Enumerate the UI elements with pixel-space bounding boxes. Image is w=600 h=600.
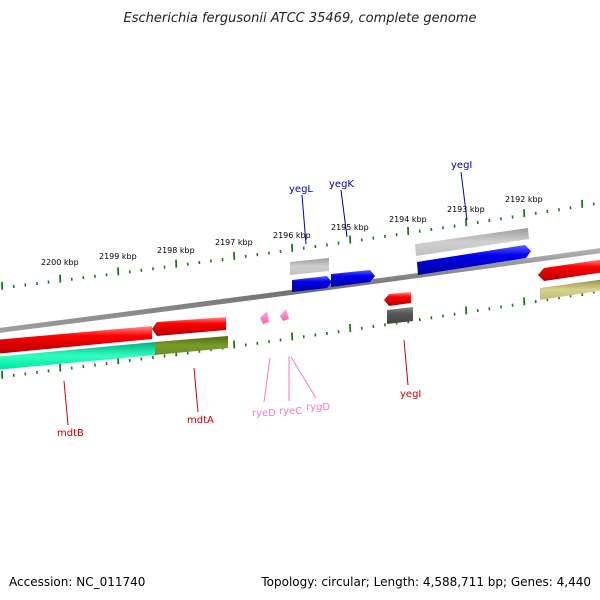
ruler-label-2198: 2198 kbp [157,246,195,255]
genome-summary-text: Topology: circular; Length: 4,588,711 bp… [260,575,591,589]
ruler-label-2200: 2200 kbp [41,258,79,267]
gene-label-yegL[interactable]: yegL [289,184,313,195]
gene-label-ryeC[interactable]: ryeC [279,406,302,417]
mdtB-leader [63,380,69,426]
rygD-leader [290,356,317,399]
yegI-gray-feature[interactable] [415,228,529,256]
mdtB-teal-feature[interactable] [0,342,155,370]
yegK-leader [340,189,348,238]
bottom-strand-features [0,292,413,370]
yegL-gray-feature[interactable] [290,258,329,275]
mdtB-cds-arrow[interactable] [0,326,152,354]
yegI-cds-arrow[interactable] [417,245,531,275]
accession-text: Accession: NC_011740 [9,575,145,589]
map-title: Escherichia fergusonii ATCC 35469, compl… [124,11,477,26]
mdtA-leader [193,367,199,413]
yegI-top-leader [460,171,468,221]
backbone [0,248,600,333]
mdtA-olive-feature[interactable] [155,336,228,355]
label-leaders [63,171,468,426]
yegI-bottom-dark-feature[interactable] [387,307,413,324]
ruler-label-2197: 2197 kbp [215,238,253,247]
gene-label-mdtA[interactable]: mdtA [187,415,214,426]
ruler-label-2195: 2195 kbp [331,223,369,232]
gene-labels: yegL yegK yegI mdtB mdtA ryeD ryeC rygD … [57,160,472,439]
gene-label-mdtB[interactable]: mdtB [57,428,84,439]
ryeC-rna-feature[interactable] [280,309,289,321]
ruler-label-2199: 2199 kbp [99,252,137,261]
right-khaki-feature[interactable] [540,279,600,300]
yegL-leader [301,194,307,245]
gene-label-ryeD[interactable]: ryeD [252,408,276,419]
ryeD-leader [263,357,271,403]
yegL-cds-arrow[interactable] [292,276,332,292]
ruler-label-2194: 2194 kbp [389,215,427,224]
ryeD-rna-feature[interactable] [260,311,269,324]
ruler-outer [1,199,595,290]
right-red-cds-arrow[interactable] [538,259,600,281]
gene-label-rygD[interactable]: rygD [306,402,330,413]
yegI-bottom-red-cds[interactable] [384,292,411,306]
top-strand-features [290,228,600,300]
gene-label-yegI-bottom[interactable]: yegI [400,389,421,400]
gene-label-yegI-top[interactable]: yegI [451,160,472,171]
ruler-label-2196: 2196 kbp [273,231,311,240]
mdtA-cds-arrow[interactable] [152,317,226,336]
yegI-bottom-leader [403,339,409,386]
yegK-cds-arrow[interactable] [331,270,375,287]
gene-label-yegK[interactable]: yegK [329,179,354,190]
ruler-label-2192: 2192 kbp [505,195,543,204]
